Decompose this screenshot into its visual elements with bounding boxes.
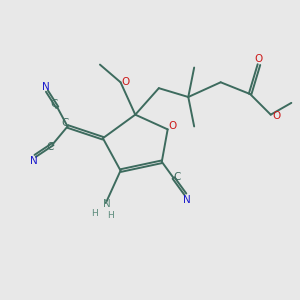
Text: N: N [30,156,38,166]
Text: O: O [122,77,130,87]
Text: O: O [169,121,177,131]
Text: O: O [272,111,281,121]
Text: H: H [107,211,114,220]
Text: H: H [91,209,98,218]
Text: C: C [46,142,54,152]
Text: N: N [103,200,111,209]
Text: C: C [51,99,58,110]
Text: N: N [42,82,49,92]
Text: C: C [61,118,68,128]
Text: N: N [183,195,191,205]
Text: O: O [255,54,263,64]
Text: C: C [173,172,181,182]
